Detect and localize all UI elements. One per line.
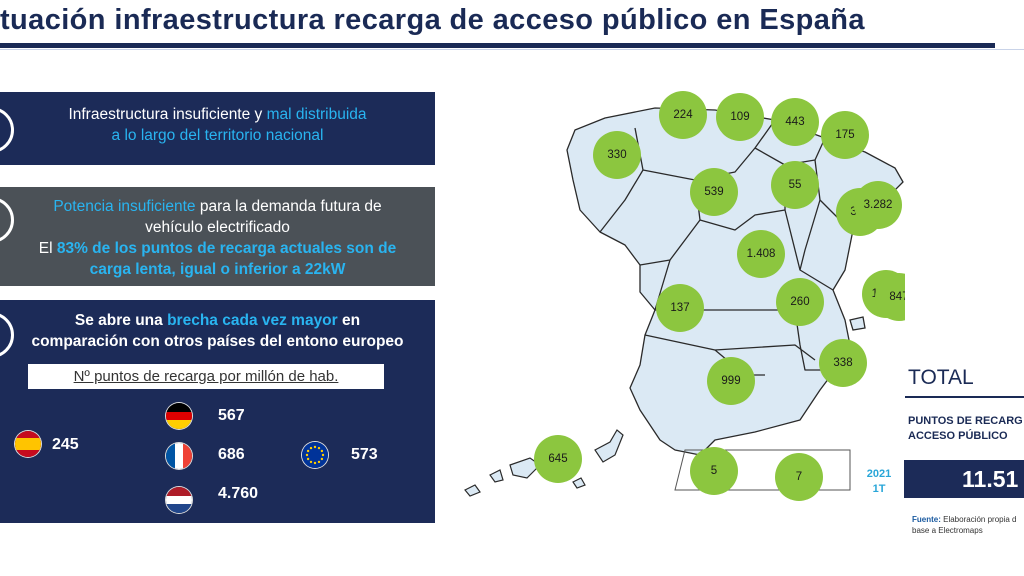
bubble-ceuta	[690, 447, 738, 495]
value-la-rioja: 55	[789, 179, 802, 191]
total-subtitle-line-2: ACCESO PÚBLICO	[908, 430, 1008, 442]
period-label: 2021 1T	[862, 467, 896, 497]
spain-flag-icon	[15, 431, 41, 457]
total-subtitle-line-1: PUNTOS DE RECARG	[908, 415, 1023, 427]
gap-europe-panel: Se abre una brecha cada vez mayor en com…	[0, 300, 435, 523]
panel-2-line-1b: para la demanda futura de	[195, 198, 382, 215]
value-castilla-leon: 539	[704, 186, 723, 198]
panel-3-line-1c: en	[337, 312, 361, 329]
total-value-box: 11.51	[904, 460, 1024, 498]
insufficient-infrastructure-panel: Infraestructura insuficiente y mal distr…	[0, 92, 435, 165]
value-castilla-la-mancha: 260	[790, 296, 809, 308]
canary-island-6	[572, 477, 586, 489]
insufficient-power-panel: Potencia insuficiente para la demanda fu…	[0, 187, 435, 286]
germany-value: 567	[218, 407, 245, 424]
value-madrid: 1.408	[747, 248, 776, 260]
bubble-la-rioja	[771, 161, 819, 209]
bubble-pais-vasco	[771, 98, 819, 146]
netherlands-flag-icon	[166, 487, 192, 513]
value-cataluna: 3.282	[864, 199, 893, 211]
germany-flag-icon	[166, 403, 192, 429]
bubble-extremadura	[656, 284, 704, 332]
charging-points-per-million-label: Nº puntos de recarga por millón de hab.	[28, 364, 384, 389]
panel-2-line-1a: Potencia insuficiente	[53, 198, 196, 215]
panel-3-line-1a: Se abre una	[74, 312, 168, 329]
source-label: Fuente:	[912, 515, 941, 524]
panel-1-text-b: mal distribuida	[266, 106, 367, 123]
value-navarra: 175	[835, 129, 854, 141]
canary-island-5	[594, 429, 624, 463]
netherlands-value: 4.760	[218, 485, 259, 502]
bubble-murcia	[819, 339, 867, 387]
panel-3-line-2: comparación con otros países del entono …	[31, 333, 404, 350]
bubble-castilla-la-mancha	[776, 278, 824, 326]
ibiza-shape	[849, 316, 866, 331]
panel-1-text-a: Infraestructura insuficiente y	[68, 106, 267, 123]
total-title: TOTAL	[908, 366, 974, 389]
panel-3-line-1b: brecha cada vez mayor	[167, 312, 338, 329]
page-title: tuación infraestructura recarga de acces…	[0, 4, 865, 36]
region-bubbles: 330 224 109 443 175 539 55 309 3.282 1.4…	[534, 91, 905, 501]
bubble-melilla	[775, 453, 823, 501]
bubble-madrid	[737, 230, 785, 278]
panel-2-line-3a: El	[38, 240, 57, 257]
panel-2-line-4: carga lenta, igual o inferior a 22kW	[89, 261, 346, 278]
panel-1-text: Infraestructura insuficiente y mal distr…	[0, 104, 435, 146]
bubble-galicia	[593, 131, 641, 179]
bubble-andalucia	[707, 357, 755, 405]
bubble-asturias	[659, 91, 707, 139]
ceuta-melilla-frame	[674, 449, 851, 491]
title-underline	[0, 43, 995, 48]
source-line-1: Elaboración propia d	[940, 515, 1017, 524]
eu-value: 573	[351, 446, 378, 463]
value-cantabria: 109	[730, 111, 749, 123]
canary-island-1	[464, 484, 481, 497]
value-ceuta: 5	[711, 465, 717, 477]
total-value: 11.51	[962, 466, 1019, 492]
panel-2-line-3b: 83% de los puntos de recarga actuales so…	[56, 240, 397, 257]
period-quarter: 1T	[872, 483, 886, 495]
eu-flag-icon	[302, 442, 328, 468]
france-flag-icon	[166, 443, 192, 469]
value-canarias: 645	[548, 453, 567, 465]
bubble-castilla-leon	[690, 168, 738, 216]
title-underline-light	[0, 49, 1024, 50]
bubble-cataluna	[854, 181, 902, 229]
bubble-canarias	[534, 435, 582, 483]
value-galicia: 330	[607, 149, 626, 161]
value-extremadura: 137	[670, 302, 689, 314]
bubble-cantabria	[716, 93, 764, 141]
charging-points-label-text: Nº puntos de recarga por millón de hab.	[73, 368, 339, 385]
panel-1-text-c: a lo largo del territorio nacional	[111, 127, 324, 144]
value-murcia: 338	[833, 357, 852, 369]
france-value: 686	[218, 446, 245, 463]
spain-regions-map: 330 224 109 443 175 539 55 309 3.282 1.4…	[464, 91, 905, 501]
value-baleares: 847	[889, 291, 905, 303]
source-line-2: base a Electromaps	[912, 526, 983, 535]
canary-island-3	[509, 457, 541, 479]
value-asturias: 224	[673, 109, 693, 121]
panel-3-text: Se abre una brecha cada vez mayor en com…	[0, 310, 435, 352]
panel-2-text: Potencia insuficiente para la demanda fu…	[0, 196, 435, 280]
bubble-navarra	[821, 111, 869, 159]
period-year: 2021	[866, 468, 892, 480]
total-underline	[905, 396, 1024, 398]
value-andalucia: 999	[721, 375, 740, 387]
panel-2-line-2: vehículo electrificado	[145, 219, 290, 236]
total-subtitle: PUNTOS DE RECARG ACCESO PÚBLICO	[908, 414, 1023, 444]
value-melilla: 7	[796, 471, 802, 483]
spain-value: 245	[52, 436, 79, 453]
source-note: Fuente: Elaboración propia d base a Elec…	[912, 514, 1017, 536]
value-pais-vasco: 443	[785, 116, 804, 128]
canary-island-2	[489, 469, 504, 483]
bubble-baleares	[875, 273, 905, 321]
